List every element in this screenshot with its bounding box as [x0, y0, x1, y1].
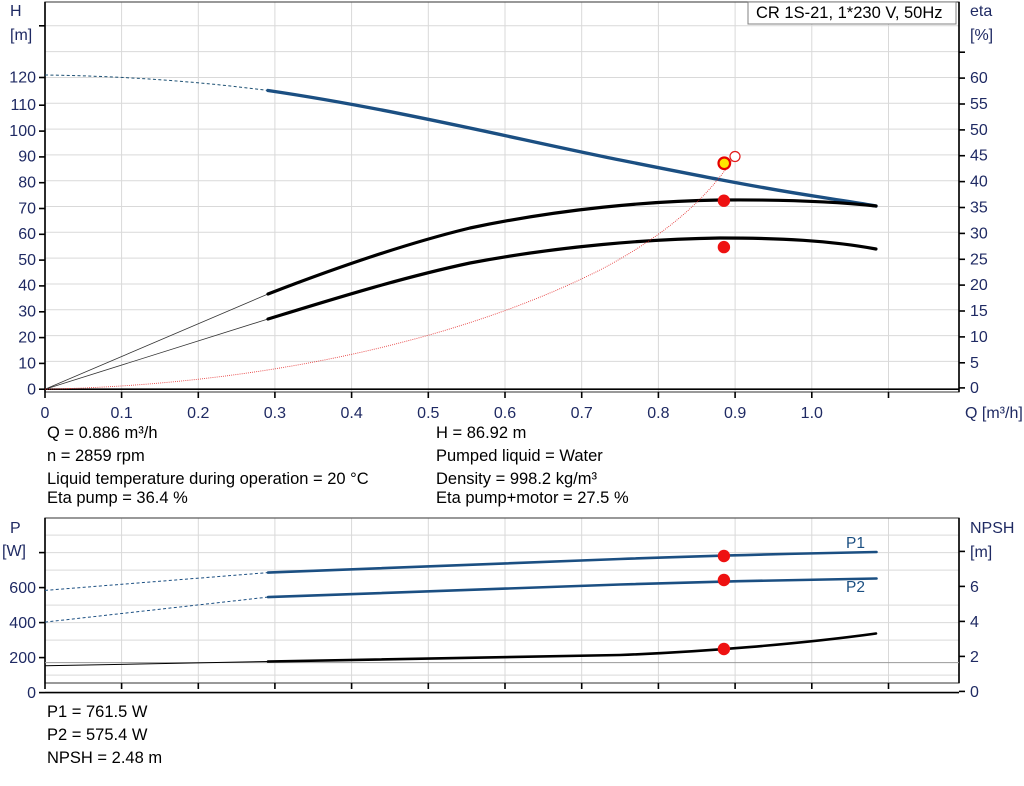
svg-text:[m]: [m] — [970, 544, 992, 561]
svg-text:P2: P2 — [846, 579, 865, 596]
svg-text:0.5: 0.5 — [417, 405, 439, 422]
svg-text:110: 110 — [10, 97, 36, 114]
svg-text:Liquid temperature during oper: Liquid temperature during operation = 20… — [47, 470, 369, 488]
svg-text:eta: eta — [970, 3, 992, 20]
svg-text:1.0: 1.0 — [801, 405, 823, 422]
svg-text:0.7: 0.7 — [571, 405, 593, 422]
svg-text:600: 600 — [9, 580, 36, 597]
svg-text:0: 0 — [41, 405, 50, 422]
svg-text:70: 70 — [18, 201, 36, 218]
svg-text:0.6: 0.6 — [494, 405, 516, 422]
svg-text:0.8: 0.8 — [647, 405, 669, 422]
svg-text:400: 400 — [9, 615, 36, 632]
svg-text:55: 55 — [970, 96, 988, 113]
svg-text:30: 30 — [970, 225, 988, 242]
svg-text:20: 20 — [970, 277, 988, 294]
svg-text:45: 45 — [970, 148, 988, 165]
svg-text:Eta pump+motor = 27.5 %: Eta pump+motor = 27.5 % — [436, 489, 629, 507]
svg-text:50: 50 — [970, 122, 988, 139]
svg-text:6: 6 — [970, 579, 979, 596]
svg-text:Pumped liquid = Water: Pumped liquid = Water — [436, 447, 603, 465]
svg-text:0: 0 — [970, 684, 979, 701]
svg-text:0.4: 0.4 — [340, 405, 362, 422]
svg-text:0.1: 0.1 — [110, 405, 132, 422]
svg-text:Density = 998.2 kg/m³: Density = 998.2 kg/m³ — [436, 470, 597, 488]
svg-text:H: H — [10, 3, 22, 20]
svg-text:Q = 0.886 m³/h: Q = 0.886 m³/h — [47, 424, 158, 442]
svg-text:[W]: [W] — [2, 543, 26, 560]
svg-text:H = 86.92 m: H = 86.92 m — [436, 424, 526, 442]
svg-text:Q [m³/h]: Q [m³/h] — [965, 405, 1023, 422]
svg-text:NPSH = 2.48 m: NPSH = 2.48 m — [47, 749, 162, 767]
svg-text:2: 2 — [970, 649, 979, 666]
svg-text:60: 60 — [970, 70, 988, 87]
svg-text:90: 90 — [18, 149, 36, 166]
svg-text:P2 = 575.4 W: P2 = 575.4 W — [47, 726, 148, 744]
svg-text:0: 0 — [27, 382, 36, 399]
svg-text:0.3: 0.3 — [264, 405, 286, 422]
svg-text:5: 5 — [970, 355, 979, 372]
svg-text:30: 30 — [18, 304, 36, 321]
svg-text:15: 15 — [970, 303, 988, 320]
svg-text:100: 100 — [9, 123, 36, 140]
svg-text:CR 1S-21, 1*230 V, 50Hz: CR 1S-21, 1*230 V, 50Hz — [756, 4, 943, 22]
svg-text:20: 20 — [18, 330, 36, 347]
svg-text:35: 35 — [970, 200, 988, 217]
svg-text:10: 10 — [18, 356, 36, 373]
svg-text:Eta pump = 36.4 %: Eta pump = 36.4 % — [47, 489, 188, 507]
svg-text:4: 4 — [970, 614, 979, 631]
svg-text:25: 25 — [970, 251, 988, 268]
svg-text:P1: P1 — [846, 535, 865, 552]
svg-text:0: 0 — [27, 685, 36, 702]
svg-text:0.9: 0.9 — [724, 405, 746, 422]
svg-text:60: 60 — [18, 226, 36, 243]
svg-text:50: 50 — [18, 252, 36, 269]
svg-text:P: P — [10, 520, 21, 537]
svg-text:40: 40 — [970, 174, 988, 191]
svg-text:[%]: [%] — [970, 27, 993, 44]
svg-text:0: 0 — [970, 380, 979, 397]
svg-text:200: 200 — [9, 650, 36, 667]
svg-text:[m]: [m] — [10, 27, 32, 44]
svg-text:10: 10 — [970, 329, 988, 346]
svg-text:0.2: 0.2 — [187, 405, 209, 422]
svg-text:NPSH: NPSH — [970, 520, 1014, 537]
svg-text:80: 80 — [18, 175, 36, 192]
svg-text:P1 = 761.5 W: P1 = 761.5 W — [47, 703, 148, 721]
svg-text:n = 2859 rpm: n = 2859 rpm — [47, 447, 145, 465]
svg-text:120: 120 — [9, 70, 36, 87]
svg-text:40: 40 — [18, 278, 36, 295]
